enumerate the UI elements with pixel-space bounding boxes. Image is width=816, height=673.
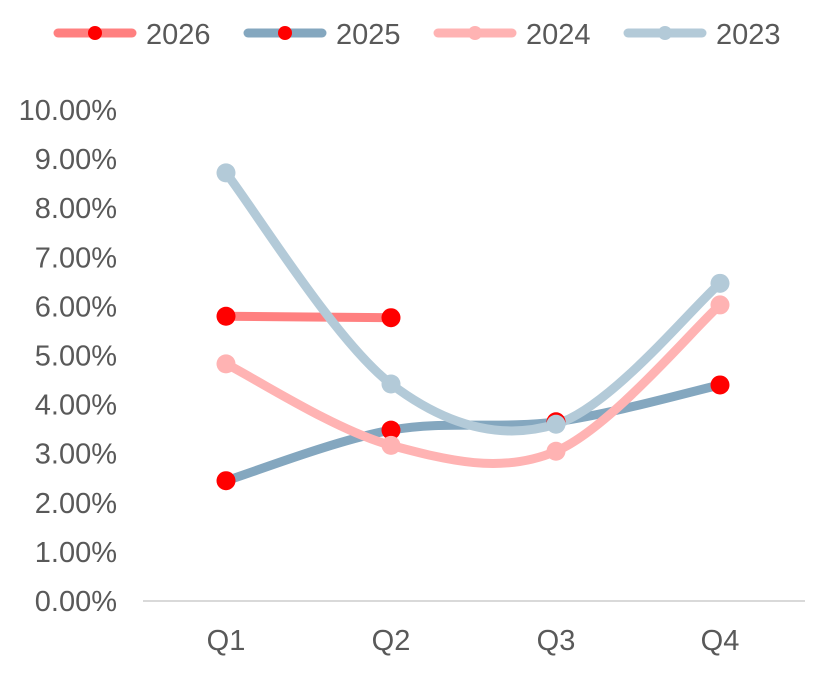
legend-label: 2026 — [146, 19, 211, 51]
x-axis: Q1 Q2 Q3 Q4 — [143, 600, 805, 657]
data-point-2023-Q3 — [546, 414, 566, 434]
data-point-2024-Q2 — [381, 435, 401, 455]
legend-item-2026: 2026 — [53, 19, 211, 51]
y-tick-label: 6.00% — [35, 291, 117, 323]
x-tick-label: Q2 — [372, 625, 411, 657]
y-tick-label: 10.00% — [19, 95, 117, 127]
legend-item-2025: 2025 — [243, 19, 401, 51]
x-tick-label: Q3 — [537, 625, 576, 657]
legend-item-2023: 2023 — [623, 19, 781, 51]
series-line-2024 — [221, 300, 725, 468]
y-tick-label: 7.00% — [35, 242, 117, 274]
y-tick-label: 9.00% — [35, 144, 117, 176]
legend-label: 2023 — [716, 19, 781, 51]
legend-swatch-marker — [658, 26, 672, 40]
y-tick-label: 3.00% — [35, 439, 117, 471]
y-tick-label: 8.00% — [35, 193, 117, 225]
plot-area — [216, 163, 730, 491]
y-tick-label: 5.00% — [35, 341, 117, 373]
legend-label: 2024 — [526, 19, 591, 51]
data-point-2026-Q1 — [216, 306, 236, 326]
x-tick-label: Q4 — [701, 625, 740, 657]
data-point-2023-Q1 — [216, 163, 236, 183]
data-point-2023-Q2 — [381, 374, 401, 394]
data-point-2026-Q2 — [381, 308, 401, 328]
data-point-2025-Q1 — [216, 471, 236, 491]
legend: 2026 2025 2024 2023 — [53, 19, 781, 51]
y-tick-label: 4.00% — [35, 390, 117, 422]
series-line-2023 — [221, 168, 725, 436]
legend-swatch-marker — [278, 26, 292, 40]
y-axis: 0.00% 1.00% 2.00% 3.00% 4.00% 5.00% 6.00% 7.00%… — [19, 95, 117, 618]
y-tick-label: 2.00% — [35, 488, 117, 520]
data-point-2024-Q3 — [546, 441, 566, 461]
x-tick-label: Q1 — [207, 625, 246, 657]
data-point-2025-Q2 — [381, 420, 401, 440]
legend-swatch-marker — [88, 26, 102, 40]
legend-item-2024: 2024 — [433, 19, 591, 51]
data-point-2024-Q4 — [710, 295, 730, 315]
data-point-2024-Q1 — [216, 354, 236, 374]
legend-label: 2025 — [336, 19, 401, 51]
series-line-2026 — [221, 311, 396, 323]
legend-swatch-marker — [468, 26, 482, 40]
y-tick-label: 1.00% — [35, 537, 117, 569]
data-point-2023-Q4 — [710, 273, 730, 293]
y-tick-label: 0.00% — [35, 586, 117, 618]
data-point-2025-Q4 — [710, 375, 730, 395]
